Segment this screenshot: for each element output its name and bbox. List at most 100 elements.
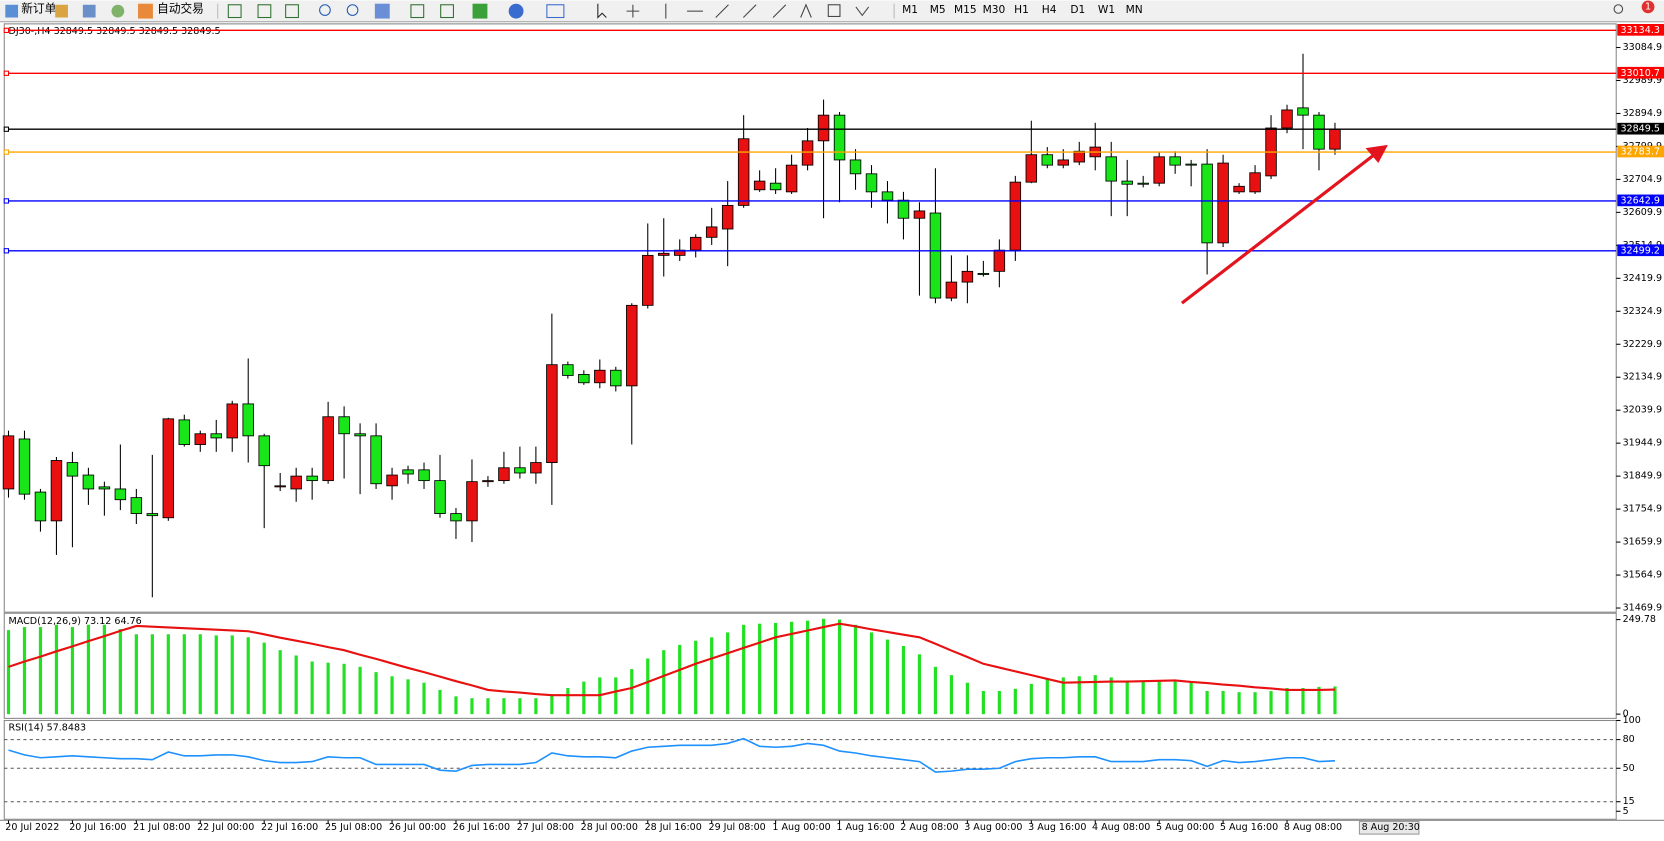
macd-bar — [326, 662, 330, 715]
candle-body — [1281, 109, 1293, 129]
icon[interactable] — [285, 4, 299, 19]
candle-body — [562, 364, 574, 376]
candle-body — [849, 159, 862, 175]
macd-bar — [54, 624, 59, 715]
trendline-tool[interactable] — [715, 4, 729, 18]
candle-body — [210, 433, 222, 439]
auto-trading-button[interactable]: 自动交易 — [157, 2, 204, 16]
candle-body — [66, 462, 79, 477]
macd-bar — [630, 669, 634, 715]
macd-bar — [86, 624, 90, 715]
channel-tool[interactable] — [742, 4, 757, 18]
notification-badge[interactable] — [1641, 0, 1655, 14]
icon[interactable] — [55, 4, 68, 18]
macd-bar — [134, 634, 138, 715]
timeframe-button[interactable]: MN — [1126, 3, 1143, 16]
icon[interactable] — [82, 4, 96, 18]
timeframe-button[interactable]: M30 — [983, 3, 1006, 16]
macd-bar — [710, 637, 714, 715]
macd-bar — [486, 698, 490, 715]
crosshair-tool[interactable] — [626, 4, 640, 18]
timeframe-button[interactable]: M1 — [902, 3, 918, 16]
candle-body — [466, 481, 478, 522]
level-price-box — [1617, 23, 1664, 36]
timeframe-button[interactable]: D1 — [1070, 3, 1085, 16]
fibo-tool[interactable] — [772, 4, 787, 18]
y-tick-label: 32704.9 — [1623, 174, 1662, 185]
candle-body — [929, 212, 942, 299]
macd-bar — [390, 676, 394, 715]
new-order-button[interactable]: 新订单 — [21, 2, 56, 16]
arrows-tool[interactable] — [855, 6, 870, 17]
timeframe-button[interactable]: M5 — [930, 3, 946, 16]
icon[interactable] — [111, 4, 125, 18]
candle-body — [434, 480, 446, 515]
candle-body — [642, 254, 654, 306]
macd-bar — [582, 681, 586, 715]
y-tick-label: 32324.9 — [1623, 306, 1662, 317]
candle-body — [290, 475, 302, 490]
candle-body — [258, 435, 270, 467]
icon[interactable] — [346, 4, 359, 16]
macd-bar — [374, 672, 378, 715]
level-price-box — [1617, 145, 1664, 158]
icon[interactable] — [374, 3, 390, 19]
candle-body — [626, 304, 638, 387]
macd-bar — [342, 663, 346, 715]
y-tick-label: 0 — [1623, 709, 1629, 720]
macd-bar — [1061, 677, 1065, 715]
time-cursor-label: 8 Aug 20:30 — [1362, 822, 1420, 833]
candle-body — [2, 435, 15, 490]
macd-bar — [646, 658, 650, 715]
candle-body — [610, 369, 622, 387]
text-tool[interactable] — [800, 3, 812, 18]
icon[interactable] — [440, 4, 454, 19]
icon[interactable] — [472, 3, 488, 19]
candle-body — [1057, 159, 1070, 166]
level-handle — [3, 149, 10, 155]
icon[interactable] — [257, 4, 272, 19]
x-tick-label: 28 Jul 16:00 — [645, 822, 702, 833]
search-icon[interactable] — [1613, 4, 1624, 14]
macd-bar — [981, 691, 985, 715]
icon[interactable] — [546, 4, 565, 19]
notification-count: 1 — [1645, 1, 1651, 12]
icon[interactable] — [410, 4, 425, 19]
timeframe-button[interactable]: M15 — [954, 3, 977, 16]
icon[interactable] — [319, 4, 331, 16]
macd-bar — [1317, 686, 1321, 715]
macd-bar — [694, 640, 698, 715]
icon[interactable] — [508, 3, 524, 19]
candle-body — [498, 467, 510, 482]
candle-body — [482, 480, 494, 483]
macd-bar — [22, 627, 27, 715]
candle-body — [50, 460, 63, 522]
main-plot — [3, 23, 1617, 613]
icon[interactable] — [138, 3, 153, 19]
cursor-tool[interactable] — [597, 3, 607, 19]
label-tool[interactable] — [827, 4, 841, 17]
candle-body — [370, 435, 382, 485]
timeframe-button[interactable]: W1 — [1098, 3, 1115, 16]
timeframe-button[interactable]: H4 — [1042, 3, 1057, 16]
candle-body — [514, 467, 526, 474]
candle-body — [897, 199, 910, 219]
candle-body — [1249, 172, 1261, 193]
timeframe-button[interactable]: H1 — [1014, 3, 1029, 16]
x-tick-label: 1 Aug 16:00 — [836, 822, 894, 833]
candle-body — [1201, 163, 1213, 244]
candle-body — [865, 173, 878, 193]
candle-body — [1329, 128, 1341, 150]
macd-bar — [1237, 692, 1241, 715]
macd-bar — [1109, 677, 1113, 715]
candle-body — [578, 373, 590, 384]
macd-bar — [38, 627, 43, 715]
y-tick-label: 5 — [1623, 806, 1629, 817]
icon[interactable] — [227, 4, 242, 19]
macd-bar — [1269, 691, 1273, 715]
panel-title: DJ30-,H4 32849.5 32849.5 32849.5 32849.5 — [8, 26, 220, 37]
candle-body — [418, 469, 430, 482]
macd-bar — [821, 618, 826, 715]
candle-body — [1041, 154, 1054, 166]
x-tick-label: 25 Jul 08:00 — [325, 822, 382, 833]
